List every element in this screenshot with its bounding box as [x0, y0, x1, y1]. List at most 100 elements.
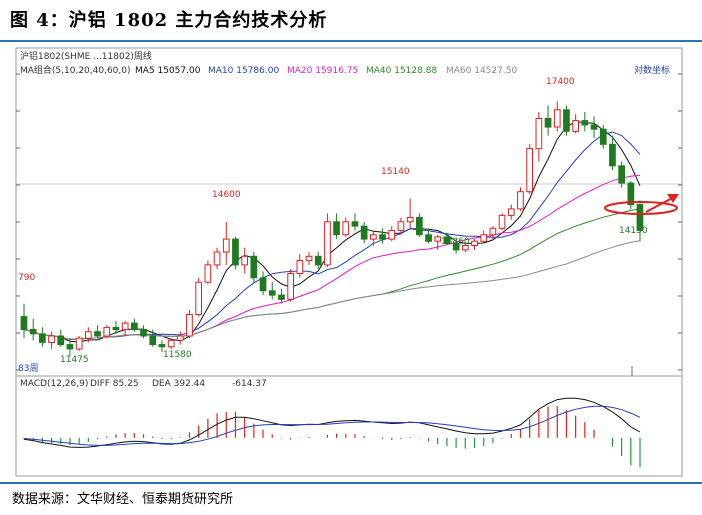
candle-body	[57, 335, 65, 346]
candle	[462, 243, 469, 252]
macd-diff-line	[23, 397, 641, 448]
candle-body	[507, 208, 515, 216]
candle	[259, 271, 267, 296]
highlight-ellipse	[604, 201, 678, 215]
candle-body	[397, 221, 405, 231]
candle	[158, 340, 166, 352]
candle-body	[305, 255, 313, 262]
candle-body	[452, 242, 460, 251]
ma20-label: MA20 15916.75	[287, 66, 358, 76]
log-scale-toggle[interactable]: 对数坐标	[634, 64, 670, 76]
candle	[388, 226, 396, 242]
candle-body	[443, 236, 451, 244]
candle	[29, 318, 37, 341]
line-ma10	[23, 131, 641, 340]
candle-body	[112, 326, 120, 331]
candle-body	[471, 240, 478, 246]
candle	[544, 105, 552, 136]
candle	[425, 228, 432, 244]
candle-body	[103, 326, 111, 337]
candle-body	[379, 234, 386, 240]
candle-body	[498, 214, 506, 229]
bottom-rule	[0, 482, 702, 484]
candle	[397, 217, 405, 235]
candle-body	[388, 230, 396, 240]
ma-label: MA组合(5,10,20,40,60,0)	[20, 64, 131, 76]
candle-body	[204, 264, 212, 283]
candle	[581, 112, 589, 132]
candle	[563, 105, 570, 136]
candle-body	[121, 322, 129, 331]
candle	[241, 247, 249, 274]
chart-frame	[15, 47, 683, 477]
candle	[471, 239, 478, 250]
candle-body	[314, 255, 322, 266]
candle	[48, 331, 55, 349]
candle	[20, 303, 28, 339]
candle	[553, 101, 561, 132]
candle-body	[48, 335, 55, 343]
candle-body	[425, 234, 432, 242]
candle-body	[158, 344, 166, 348]
candle	[590, 116, 598, 138]
upward-arrow-head	[667, 194, 679, 203]
candle-body	[149, 335, 157, 346]
candle-body	[29, 329, 37, 335]
candle-body	[553, 109, 561, 128]
macd-label: MACD(12,26,9)	[20, 379, 88, 389]
ma10-label: MA10 15786.00	[208, 66, 279, 76]
macd-diff-label: DIFF 85.25	[90, 379, 139, 389]
macd-value-label: -614.37	[232, 379, 267, 389]
candle-body	[324, 221, 331, 266]
ma60-label: MA60 14527.50	[446, 66, 517, 76]
candlestick-chart: 790 11475 11580 14600 15140 13860 17400 14150 沪…	[15, 47, 683, 477]
candle-body	[489, 227, 497, 236]
candle	[149, 329, 157, 347]
price-label: 11475	[60, 355, 89, 365]
candle-body	[241, 255, 249, 266]
figure-title: 图 4：沪铝 1802 主力合约技术分析	[10, 10, 328, 31]
candle	[434, 234, 442, 250]
candle	[176, 331, 184, 345]
candle-body	[167, 339, 175, 348]
candle	[406, 198, 414, 229]
candle	[480, 230, 488, 244]
candle-body	[232, 238, 239, 266]
line-ma60	[23, 240, 641, 340]
candle-body	[333, 221, 340, 236]
top-rule	[0, 40, 702, 42]
candle	[342, 217, 350, 237]
price-label: 15140	[381, 167, 410, 177]
candle-body	[370, 234, 377, 240]
candle-body	[526, 148, 533, 193]
candle-body	[480, 234, 488, 242]
candle	[222, 221, 230, 265]
candle-body	[434, 236, 442, 242]
candle-body	[222, 238, 230, 253]
candle	[305, 252, 313, 265]
candle-body	[581, 120, 589, 126]
candle-body	[563, 109, 570, 132]
candle	[416, 213, 423, 237]
candle	[287, 269, 294, 302]
candle	[333, 213, 340, 240]
candle	[103, 325, 111, 339]
candle	[112, 320, 120, 334]
candle-body	[176, 335, 184, 341]
candle-body	[268, 290, 276, 296]
candle	[360, 221, 368, 244]
candle-body	[462, 245, 469, 251]
price-label: 14600	[212, 190, 241, 200]
candle	[618, 161, 625, 188]
candle-body	[609, 143, 616, 167]
candle	[351, 213, 359, 231]
candle	[278, 288, 285, 304]
candle-body	[351, 221, 359, 227]
ma40-label: MA40 15128.88	[366, 66, 437, 76]
macd-dea-label: DEA 392.44	[152, 379, 205, 389]
candle	[452, 239, 460, 254]
candle-body	[517, 191, 524, 210]
candle	[213, 247, 221, 270]
candle-body	[278, 294, 285, 300]
candle-body	[213, 251, 221, 266]
